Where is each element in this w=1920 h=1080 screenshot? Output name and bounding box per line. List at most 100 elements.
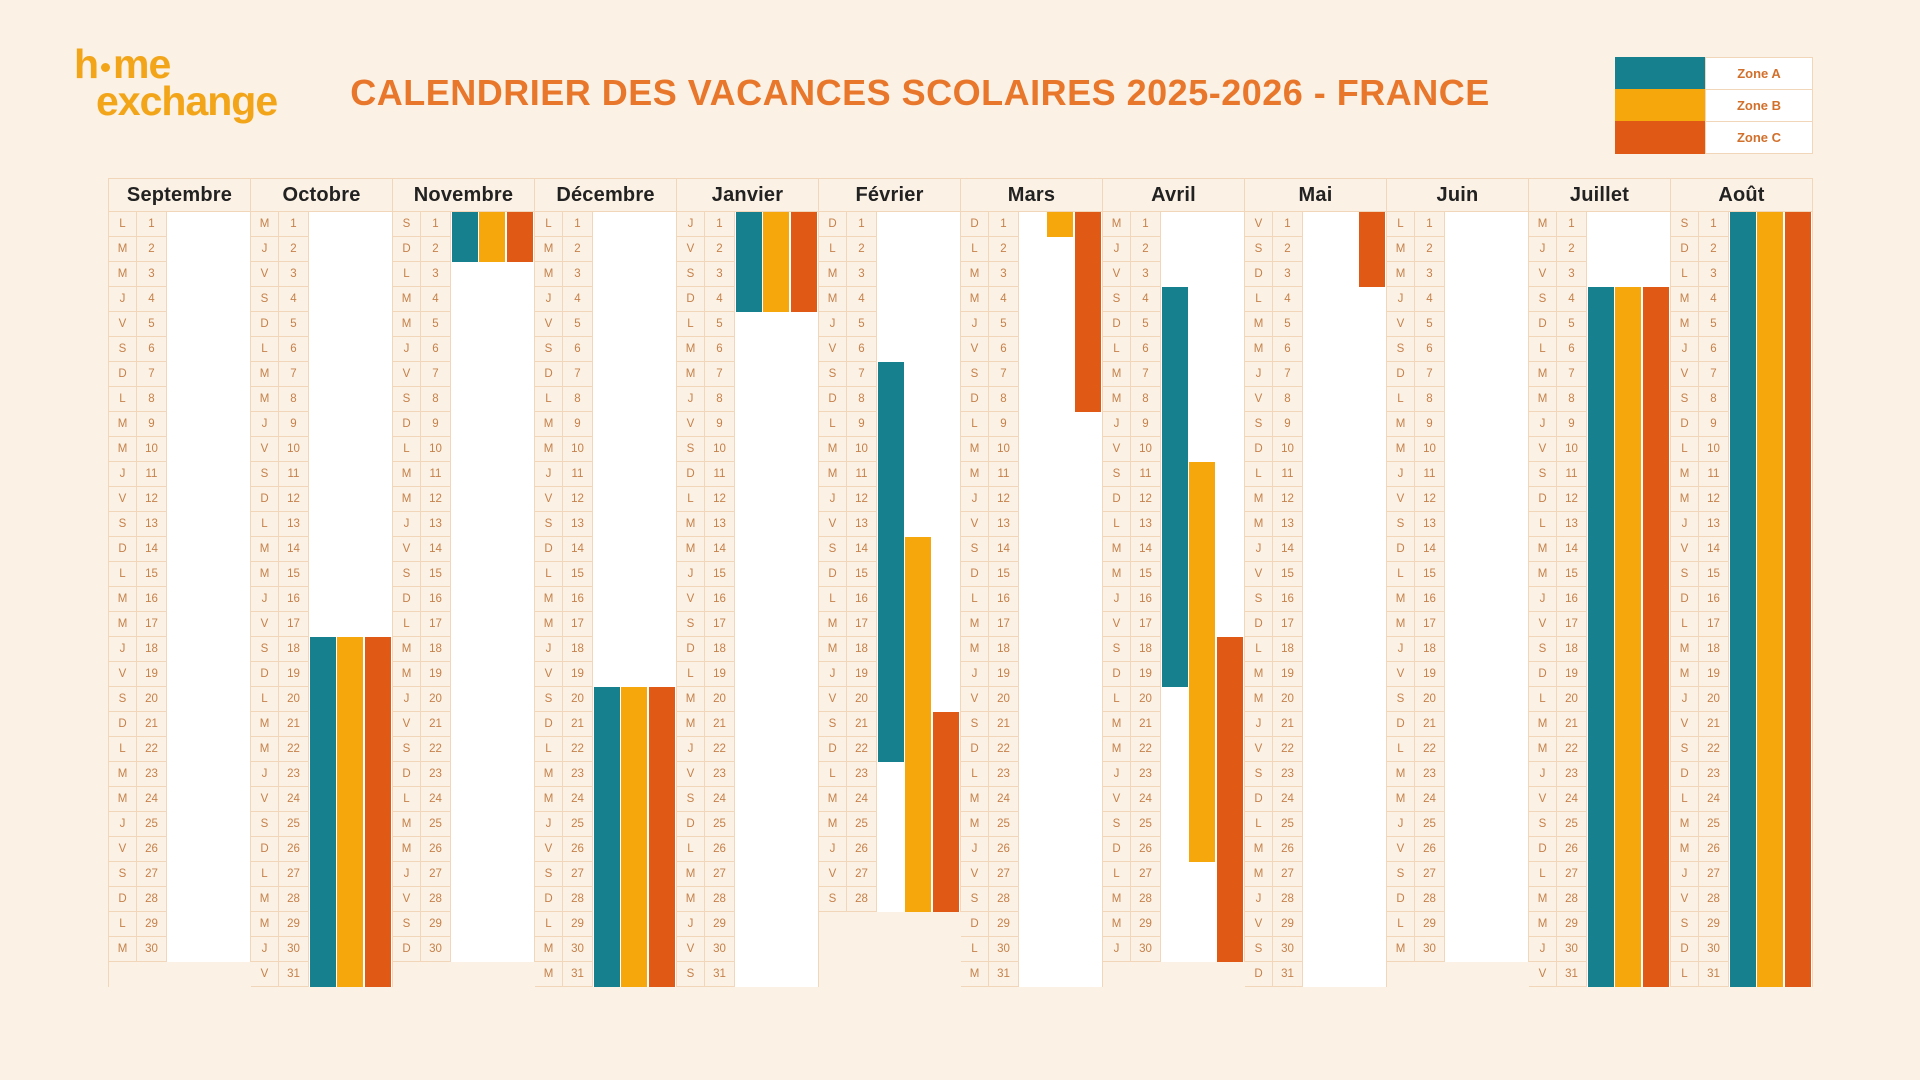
day-number-cell: 10 [1557, 437, 1587, 462]
day-letter-cell: V [819, 512, 847, 537]
day-letter-cell: D [961, 212, 989, 237]
day-slot-cell [309, 212, 393, 237]
day-number-cell: 10 [847, 437, 877, 462]
day-number-cell: 31 [1557, 962, 1587, 987]
day-letter-cell: D [961, 387, 989, 412]
day-row: V 20 [961, 687, 1103, 712]
day-number-cell: 1 [421, 212, 451, 237]
day-slot-cell [735, 937, 819, 962]
day-letter-cell: J [677, 387, 705, 412]
day-number-cell: 5 [1131, 312, 1161, 337]
day-number-cell: 16 [1131, 587, 1161, 612]
day-letter-cell: M [535, 412, 563, 437]
day-number-cell: 14 [1415, 537, 1445, 562]
day-slot-cell [451, 262, 535, 287]
day-slot-cell [167, 337, 251, 362]
day-slot-cell [1445, 362, 1529, 387]
day-letter-cell: L [677, 662, 705, 687]
day-slot-cell [735, 887, 819, 912]
day-slot-cell [1445, 687, 1529, 712]
day-letter-cell: M [251, 912, 279, 937]
day-row: L 15 [1387, 562, 1529, 587]
day-number-cell: 29 [279, 912, 309, 937]
vacation-bar-zone-c [364, 637, 391, 987]
day-letter-cell: S [1529, 287, 1557, 312]
day-slot-cell [1303, 312, 1387, 337]
day-slot-cell [593, 287, 677, 312]
day-slot-cell [451, 737, 535, 762]
day-letter-cell: J [961, 312, 989, 337]
day-row: S 20 [1387, 687, 1529, 712]
vacation-bar-zone-c [1642, 287, 1669, 987]
vacation-bar-zone-c [1358, 212, 1385, 287]
day-letter-cell: J [1671, 687, 1699, 712]
vacation-bars [1445, 212, 1528, 962]
day-letter-cell: S [109, 512, 137, 537]
day-number-cell: 1 [1273, 212, 1303, 237]
day-number-cell: 4 [847, 287, 877, 312]
day-row: M 15 [251, 562, 393, 587]
day-letter-cell: J [961, 662, 989, 687]
day-number-cell: 8 [1557, 387, 1587, 412]
day-number-cell: 19 [1273, 662, 1303, 687]
day-number-cell: 23 [1699, 762, 1729, 787]
day-number-cell: 20 [1557, 687, 1587, 712]
day-row: M 16 [1387, 587, 1529, 612]
day-number-cell: 18 [1131, 637, 1161, 662]
day-number-cell: 14 [705, 537, 735, 562]
day-row: S 22 [393, 737, 535, 762]
day-slot-cell [1445, 812, 1529, 837]
day-letter-cell: M [535, 787, 563, 812]
day-letter-cell: S [1245, 237, 1273, 262]
day-number-cell: 29 [1699, 912, 1729, 937]
day-number-cell: 9 [705, 412, 735, 437]
day-row: L 12 [677, 487, 819, 512]
day-letter-cell: V [1103, 787, 1131, 812]
day-slot-cell [1445, 762, 1529, 787]
day-number-cell: 12 [1415, 487, 1445, 512]
day-letter-cell: M [1103, 387, 1131, 412]
day-slot-cell [593, 412, 677, 437]
day-number-cell: 11 [1557, 462, 1587, 487]
day-number-cell: 24 [989, 787, 1019, 812]
day-slot-cell [1445, 862, 1529, 887]
day-number-cell: 1 [1415, 212, 1445, 237]
vacation-bar-zone-b [763, 212, 790, 312]
day-letter-cell: S [393, 737, 421, 762]
day-number-cell: 28 [1273, 887, 1303, 912]
day-slot-cell [593, 487, 677, 512]
day-number-cell: 9 [137, 412, 167, 437]
day-letter-cell: M [1529, 887, 1557, 912]
day-letter-cell: D [961, 737, 989, 762]
day-row: M 24 [1387, 787, 1529, 812]
day-row: V 23 [677, 762, 819, 787]
day-row: S 29 [393, 912, 535, 937]
day-letter-cell: L [1529, 862, 1557, 887]
day-slot-cell [1445, 912, 1529, 937]
day-number-cell: 26 [1557, 837, 1587, 862]
day-number-cell: 14 [847, 537, 877, 562]
day-number-cell: 2 [137, 237, 167, 262]
day-letter-cell: S [677, 437, 705, 462]
day-slot-cell [309, 437, 393, 462]
day-slot-cell [1019, 712, 1103, 737]
day-letter-cell: L [251, 687, 279, 712]
day-number-cell: 10 [989, 437, 1019, 462]
day-letter-cell: M [961, 962, 989, 987]
day-number-cell: 24 [847, 787, 877, 812]
day-row: S 27 [1387, 862, 1529, 887]
day-slot-cell [1445, 837, 1529, 862]
day-number-cell: 15 [1415, 562, 1445, 587]
day-letter-cell: L [961, 587, 989, 612]
day-number-cell: 22 [705, 737, 735, 762]
day-letter-cell: D [1387, 362, 1415, 387]
day-letter-cell: L [535, 212, 563, 237]
day-letter-cell: L [1103, 337, 1131, 362]
day-slot-cell [1019, 462, 1103, 487]
day-slot-cell [877, 212, 961, 237]
day-row: D 29 [961, 912, 1103, 937]
day-slot-cell [167, 587, 251, 612]
